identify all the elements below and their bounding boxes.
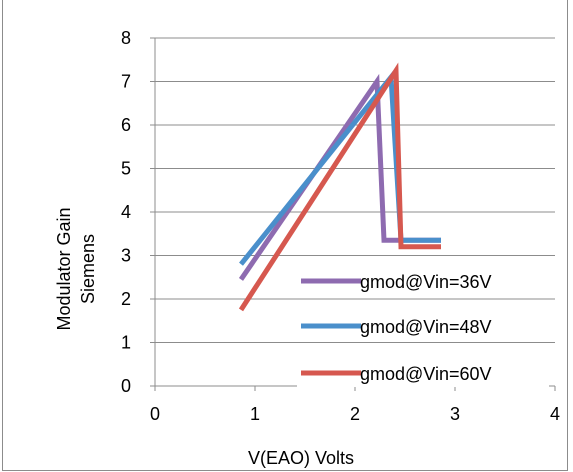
y-tick-label-3: 3 [121, 246, 131, 266]
x-tick-label-1: 1 [250, 404, 260, 424]
y-tick-label-7: 7 [121, 72, 131, 92]
y-axis-title-line-2: Siemens [78, 234, 98, 304]
x-axis-title: V(EAO) Volts [248, 448, 354, 468]
series-line-1 [238, 73, 441, 281]
series-line-2 [239, 70, 441, 266]
y-tick-label-0: 0 [121, 376, 131, 396]
legend-label-2: gmod@Vin=48V [360, 317, 492, 337]
y-tick-label-6: 6 [121, 115, 131, 135]
legend: gmod@Vin=36V gmod@Vin=48V gmod@Vin=60V [297, 267, 549, 387]
gridlines [155, 37, 555, 387]
series-lines [238, 62, 441, 312]
y-tick-label-4: 4 [121, 202, 131, 222]
tick-labels: 0 1 2 3 4 5 6 7 8 0 1 2 3 4 [121, 28, 560, 424]
y-axis-title: Modulator Gain Siemens [54, 207, 98, 330]
x-tick-label-2: 2 [350, 404, 360, 424]
y-tick-label-8: 8 [121, 28, 131, 48]
y-axis-title-line-1: Modulator Gain [54, 207, 74, 330]
x-tick-label-4: 4 [550, 404, 560, 424]
legend-label-1: gmod@Vin=36V [360, 272, 492, 292]
x-tick-label-3: 3 [450, 404, 460, 424]
y-tick-label-2: 2 [121, 289, 131, 309]
legend-label-3: gmod@Vin=60V [360, 364, 492, 384]
x-tick-label-0: 0 [150, 404, 160, 424]
y-tick-label-5: 5 [121, 159, 131, 179]
series-line-3 [238, 62, 441, 312]
y-tick-label-1: 1 [121, 333, 131, 353]
